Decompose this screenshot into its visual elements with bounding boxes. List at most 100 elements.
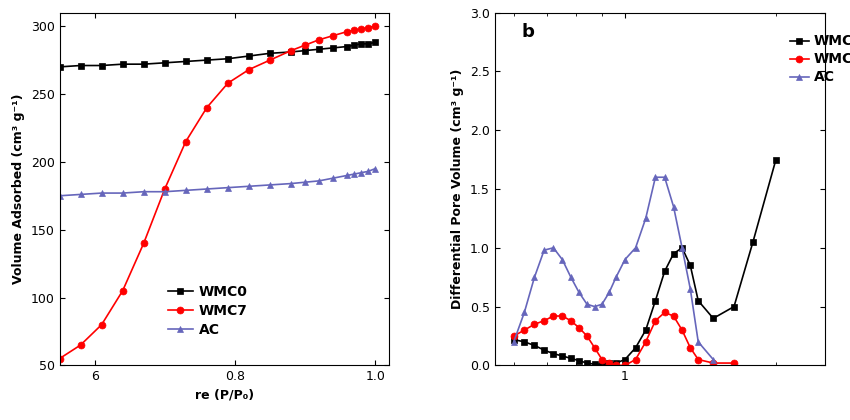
WMC0	[558, 354, 568, 359]
Line: WMC7: WMC7	[56, 23, 379, 362]
WMC7	[530, 322, 540, 327]
WMC0	[748, 239, 758, 244]
Legend: WMC0, WMC7, AC: WMC0, WMC7, AC	[163, 280, 253, 341]
Line: WMC0: WMC0	[56, 39, 379, 70]
WMC0	[201, 58, 212, 63]
AC	[693, 339, 703, 344]
WMC0	[508, 337, 518, 342]
WMC7	[342, 29, 352, 34]
WMC0	[356, 41, 366, 46]
WMC7	[604, 360, 615, 365]
WMC7	[597, 357, 607, 362]
WMC0	[668, 251, 678, 256]
WMC7	[611, 363, 621, 368]
WMC7	[286, 48, 296, 53]
WMC0	[641, 328, 651, 333]
AC	[201, 186, 212, 192]
WMC0	[693, 298, 703, 303]
WMC7	[160, 186, 170, 192]
WMC7	[349, 28, 360, 33]
AC	[539, 248, 549, 253]
AC	[641, 216, 651, 221]
AC	[508, 339, 518, 344]
WMC0	[363, 41, 373, 46]
WMC7	[139, 241, 149, 246]
Text: b: b	[521, 23, 534, 41]
WMC0	[590, 362, 600, 367]
WMC7	[548, 313, 558, 318]
WMC0	[729, 304, 740, 309]
WMC7	[566, 318, 576, 323]
WMC7	[519, 328, 530, 333]
Line: AC: AC	[56, 165, 379, 199]
WMC0	[223, 56, 233, 61]
WMC7	[370, 24, 380, 29]
WMC0	[265, 51, 275, 56]
WMC7	[201, 105, 212, 110]
Line: AC: AC	[510, 174, 717, 363]
WMC7	[729, 360, 740, 365]
WMC0	[76, 63, 86, 68]
WMC7	[574, 325, 584, 330]
WMC7	[641, 339, 651, 344]
AC	[300, 180, 310, 185]
AC	[342, 173, 352, 178]
WMC0	[160, 60, 170, 66]
WMC7	[558, 313, 568, 318]
AC	[54, 193, 65, 198]
WMC0	[117, 62, 128, 67]
WMC7	[660, 310, 670, 315]
WMC7	[620, 363, 630, 368]
WMC7	[708, 360, 718, 365]
WMC0	[328, 45, 338, 50]
WMC0	[139, 62, 149, 67]
AC	[363, 169, 373, 174]
WMC0	[604, 360, 615, 365]
WMC7	[54, 356, 65, 361]
Legend: WMC0, WMC7, AC: WMC0, WMC7, AC	[785, 29, 850, 89]
WMC7	[117, 288, 128, 293]
WMC0	[771, 157, 781, 162]
AC	[97, 191, 107, 196]
AC	[314, 178, 324, 184]
WMC0	[620, 357, 630, 362]
AC	[620, 257, 630, 262]
WMC0	[566, 356, 576, 361]
WMC7	[328, 33, 338, 38]
WMC7	[539, 318, 549, 323]
WMC7	[265, 58, 275, 63]
AC	[650, 175, 660, 180]
WMC7	[508, 333, 518, 339]
WMC0	[349, 43, 360, 48]
WMC0	[708, 316, 718, 321]
AC	[597, 302, 607, 307]
AC	[611, 275, 621, 280]
AC	[668, 204, 678, 209]
WMC0	[286, 50, 296, 55]
WMC7	[631, 357, 641, 362]
AC	[349, 171, 360, 176]
WMC0	[530, 343, 540, 348]
Y-axis label: Volume Adsorbed (cm³ g⁻¹): Volume Adsorbed (cm³ g⁻¹)	[12, 94, 26, 284]
WMC0	[631, 345, 641, 350]
AC	[590, 304, 600, 309]
WMC0	[611, 360, 621, 365]
WMC0	[548, 351, 558, 356]
AC	[370, 166, 380, 171]
AC	[677, 245, 687, 250]
WMC7	[356, 26, 366, 32]
AC	[566, 275, 576, 280]
WMC7	[300, 43, 310, 48]
WMC7	[668, 313, 678, 318]
AC	[76, 192, 86, 197]
AC	[265, 182, 275, 187]
WMC0	[582, 360, 592, 365]
WMC0	[370, 40, 380, 45]
AC	[244, 184, 254, 189]
AC	[631, 245, 641, 250]
WMC7	[363, 25, 373, 30]
WMC7	[650, 318, 660, 323]
WMC0	[574, 358, 584, 363]
WMC0	[54, 64, 65, 69]
WMC7	[76, 343, 86, 348]
